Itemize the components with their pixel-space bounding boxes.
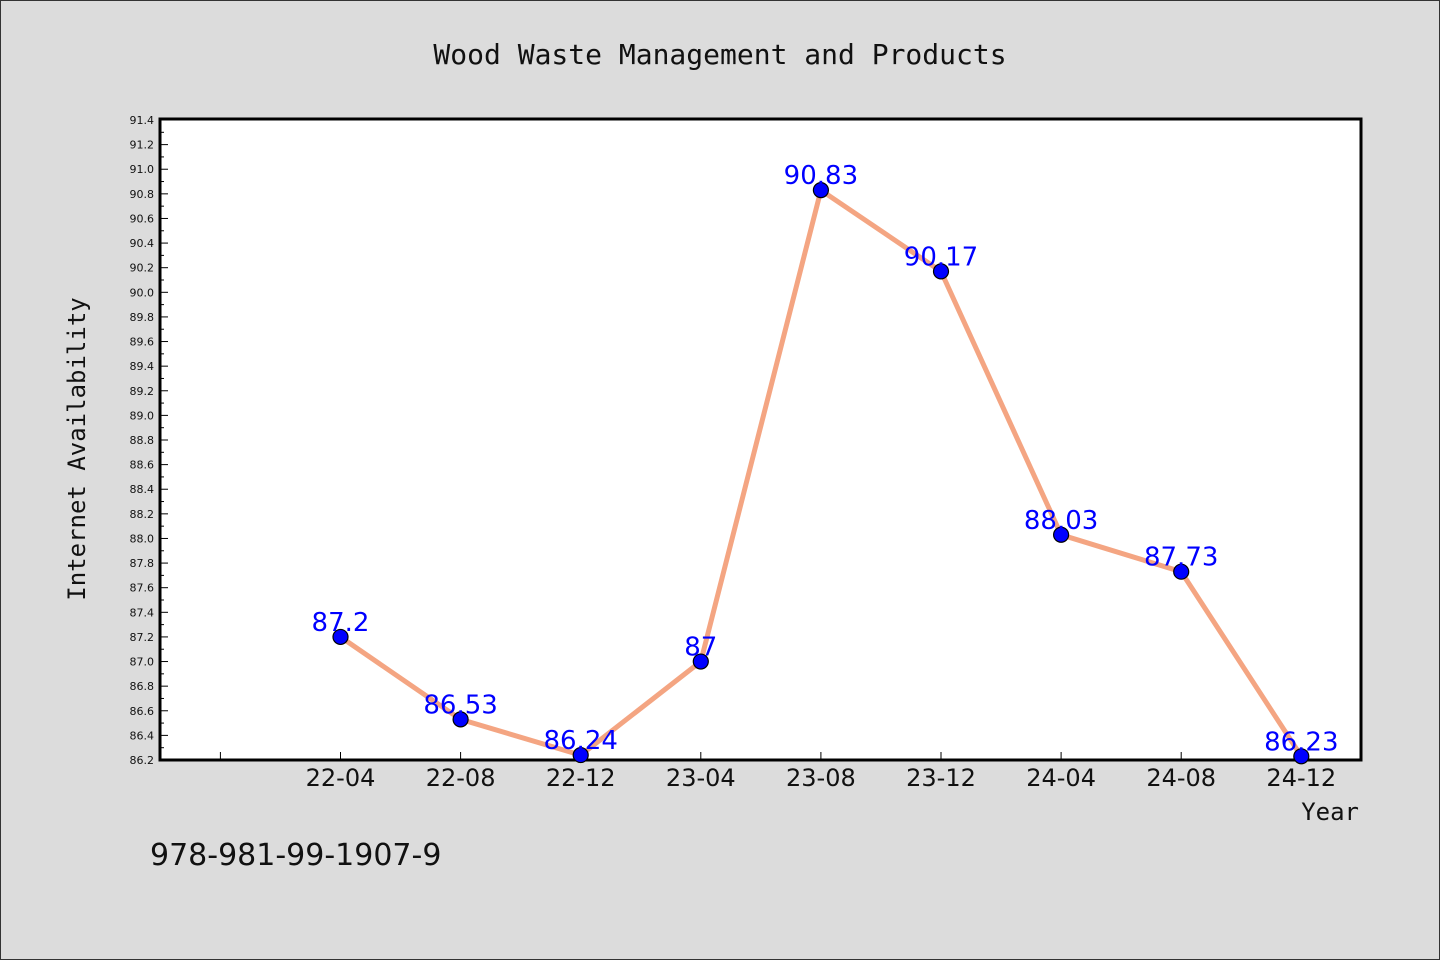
data-label: 86.24 — [543, 726, 617, 756]
y-tick-label: 88.6 — [130, 459, 155, 472]
plot-area — [158, 117, 1363, 762]
x-tick-label: 22-04 — [306, 764, 376, 792]
y-tick-label: 86.4 — [130, 729, 155, 742]
x-tick-label: 22-12 — [546, 764, 616, 792]
y-tick-label: 87.6 — [130, 582, 155, 595]
y-tick-label: 86.8 — [130, 680, 155, 693]
y-tick-label: 90.4 — [130, 237, 155, 250]
isbn-text: 978-981-99-1907-9 — [150, 838, 441, 873]
x-tick-label: 24-04 — [1026, 764, 1096, 792]
y-tick-label: 88.0 — [130, 532, 155, 545]
x-tick-label: 23-12 — [906, 764, 976, 792]
y-tick-label: 87.4 — [130, 606, 155, 619]
data-point — [1293, 748, 1310, 765]
y-tick-label: 87.0 — [130, 656, 155, 669]
data-point — [1052, 526, 1070, 543]
data-label: 90.83 — [784, 161, 858, 191]
y-tick-label: 89.0 — [130, 409, 155, 422]
data-label: 87.2 — [312, 608, 370, 638]
data-point — [1173, 563, 1190, 580]
data-point — [332, 628, 349, 646]
data-label: 88.03 — [1024, 506, 1098, 536]
y-tick-label: 91.0 — [130, 163, 155, 176]
x-tick-label: 22-08 — [426, 764, 496, 792]
data-label: 86.53 — [423, 690, 497, 720]
y-tick-label: 90.6 — [130, 212, 155, 225]
data-point — [932, 263, 950, 280]
data-label: 87.73 — [1144, 543, 1218, 573]
y-axis-label: Internet Availability — [63, 297, 91, 600]
y-tick-label: 89.2 — [130, 385, 155, 398]
x-tick-label: 23-04 — [666, 764, 736, 792]
y-tick-label: 90.8 — [130, 188, 155, 201]
x-tick-label: 24-08 — [1146, 764, 1216, 792]
y-tick-label: 88.2 — [130, 508, 155, 521]
data-label: 90.17 — [904, 242, 978, 272]
y-tick-label: 86.6 — [130, 705, 155, 718]
data-label: 86.23 — [1264, 727, 1338, 757]
series-layer: 87.2 86.53 86.24 87 90.83 90.17 88.03 87.73 86.2… — [312, 161, 1339, 765]
data-label: 87 — [684, 633, 717, 663]
y-axis: 86.2 86.4 86.6 86.8 87.0 87.2 87.4 87.6 87.8 88.0… — [130, 114, 168, 767]
data-point — [572, 746, 589, 764]
x-axis: 22-04 22-08 22-12 23-04 23-08 23-12 24-04 24-08… — [219, 752, 1336, 792]
data-point — [812, 182, 830, 199]
y-tick-label: 89.8 — [130, 311, 155, 324]
y-tick-label: 91.4 — [130, 114, 155, 127]
x-axis-label: Year — [1301, 798, 1359, 826]
y-tick-label: 89.4 — [130, 360, 155, 373]
chart-title: Wood Waste Management and Products — [433, 38, 1006, 71]
y-tick-label: 88.8 — [130, 434, 155, 447]
x-tick-label: 23-08 — [786, 764, 856, 792]
y-tick-label: 88.4 — [130, 483, 155, 496]
y-tick-label: 87.2 — [130, 631, 155, 644]
y-tick-label: 90.0 — [130, 286, 155, 299]
x-tick-label: 24-12 — [1266, 764, 1336, 792]
data-point — [692, 653, 709, 670]
y-tick-label: 87.8 — [130, 557, 155, 570]
y-tick-label: 89.6 — [130, 336, 155, 349]
y-tick-label: 90.2 — [130, 262, 155, 275]
data-point — [452, 711, 469, 728]
y-tick-label: 91.2 — [130, 139, 155, 152]
y-tick-label: 86.2 — [130, 754, 155, 767]
